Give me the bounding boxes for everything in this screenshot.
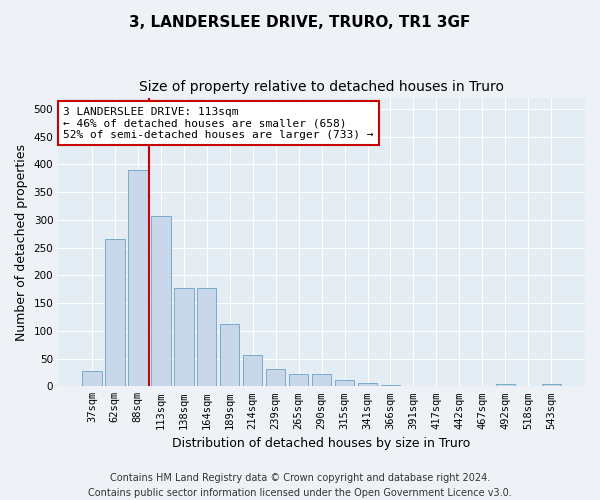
Bar	[289, 374, 308, 386]
Bar	[220, 324, 239, 386]
Y-axis label: Number of detached properties: Number of detached properties	[15, 144, 28, 340]
X-axis label: Distribution of detached houses by size in Truro: Distribution of detached houses by size …	[172, 437, 471, 450]
Bar	[174, 288, 194, 386]
Bar	[243, 354, 262, 386]
Text: 3 LANDERSLEE DRIVE: 113sqm
← 46% of detached houses are smaller (658)
52% of sem: 3 LANDERSLEE DRIVE: 113sqm ← 46% of deta…	[64, 106, 374, 140]
Title: Size of property relative to detached houses in Truro: Size of property relative to detached ho…	[139, 80, 504, 94]
Bar	[105, 240, 125, 386]
Bar	[542, 384, 561, 386]
Bar	[335, 380, 355, 386]
Bar	[312, 374, 331, 386]
Text: 3, LANDERSLEE DRIVE, TRURO, TR1 3GF: 3, LANDERSLEE DRIVE, TRURO, TR1 3GF	[130, 15, 470, 30]
Bar	[496, 384, 515, 386]
Bar	[151, 216, 170, 386]
Text: Contains HM Land Registry data © Crown copyright and database right 2024.
Contai: Contains HM Land Registry data © Crown c…	[88, 472, 512, 498]
Bar	[358, 383, 377, 386]
Bar	[197, 288, 217, 386]
Bar	[266, 368, 286, 386]
Bar	[82, 372, 101, 386]
Bar	[381, 385, 400, 386]
Bar	[128, 170, 148, 386]
